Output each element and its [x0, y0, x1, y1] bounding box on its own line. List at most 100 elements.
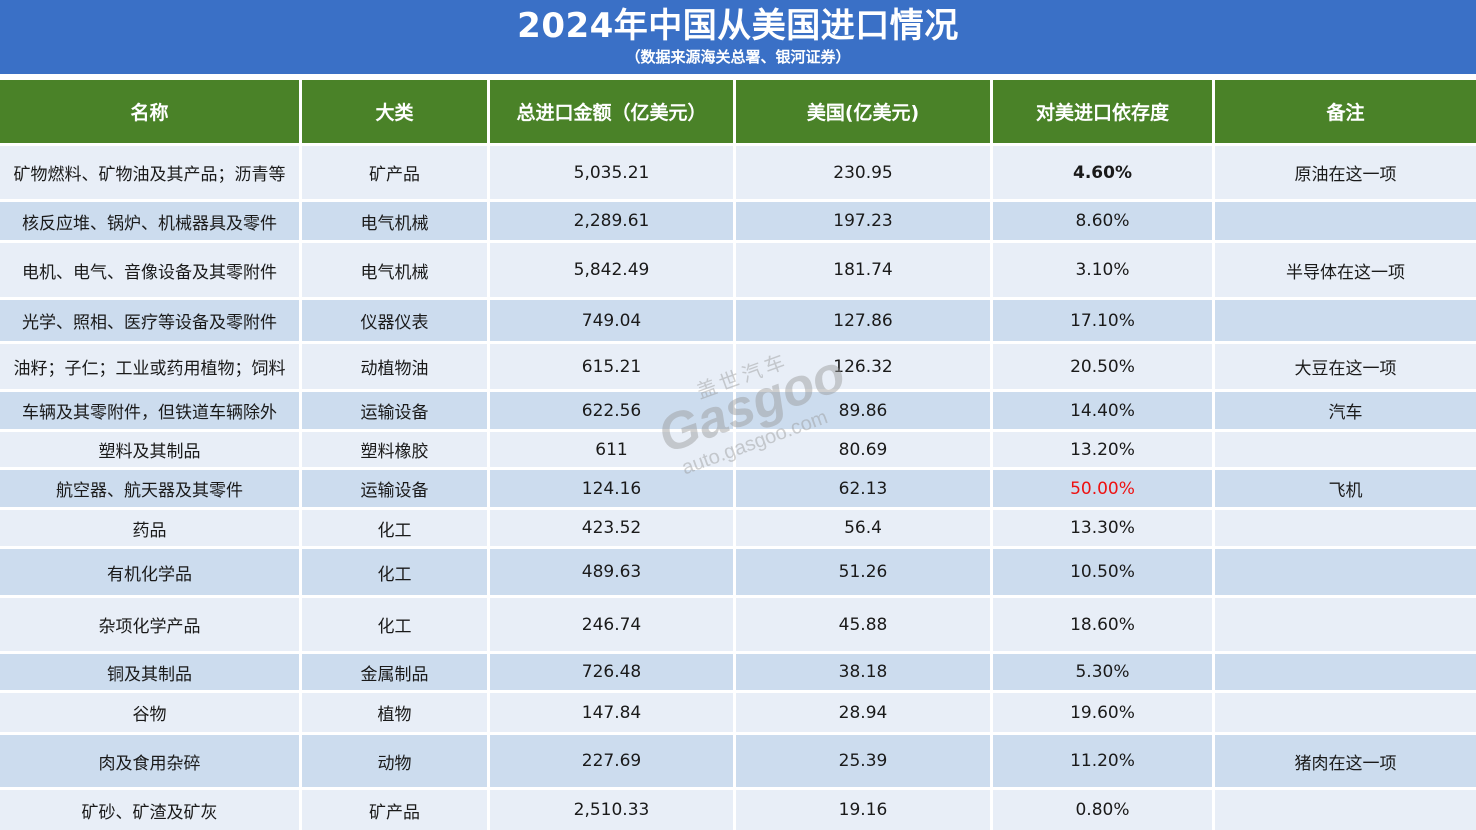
cell-dependency: 17.10%	[993, 300, 1212, 341]
cell-category: 动物	[302, 735, 487, 787]
table-row: 塑料及其制品 塑料橡胶 611 80.69 13.20%	[0, 432, 1476, 467]
cell-dependency: 5.30%	[993, 654, 1212, 690]
cell-name: 铜及其制品	[0, 654, 299, 690]
cell-us: 28.94	[736, 693, 990, 732]
cell-us: 19.16	[736, 790, 990, 830]
cell-name: 车辆及其零附件，但铁道车辆除外	[0, 392, 299, 429]
cell-category: 金属制品	[302, 654, 487, 690]
header-name: 名称	[0, 80, 299, 143]
cell-note	[1215, 654, 1476, 690]
cell-note: 大豆在这一项	[1215, 344, 1476, 389]
cell-total: 749.04	[490, 300, 733, 341]
cell-name: 矿物燃料、矿物油及其产品；沥青等	[0, 146, 299, 199]
cell-us: 56.4	[736, 510, 990, 546]
cell-note	[1215, 300, 1476, 341]
cell-dependency: 18.60%	[993, 598, 1212, 651]
cell-us: 127.86	[736, 300, 990, 341]
table-row: 航空器、航天器及其零件 运输设备 124.16 62.13 50.00% 飞机	[0, 470, 1476, 507]
cell-category: 矿产品	[302, 790, 487, 830]
cell-name: 药品	[0, 510, 299, 546]
cell-category: 仪器仪表	[302, 300, 487, 341]
cell-total: 147.84	[490, 693, 733, 732]
cell-note	[1215, 790, 1476, 830]
cell-total: 726.48	[490, 654, 733, 690]
cell-dependency: 0.80%	[993, 790, 1212, 830]
cell-name: 核反应堆、锅炉、机械器具及零件	[0, 202, 299, 240]
cell-dependency: 13.30%	[993, 510, 1212, 546]
cell-category: 矿产品	[302, 146, 487, 199]
cell-dependency: 8.60%	[993, 202, 1212, 240]
title-bar: 2024年中国从美国进口情况 （数据来源海关总署、银河证券）	[0, 0, 1476, 74]
cell-note	[1215, 432, 1476, 467]
table-row: 谷物 植物 147.84 28.94 19.60%	[0, 693, 1476, 732]
table-row: 光学、照相、医疗等设备及零附件 仪器仪表 749.04 127.86 17.10…	[0, 300, 1476, 341]
cell-dependency: 20.50%	[993, 344, 1212, 389]
cell-category: 化工	[302, 549, 487, 595]
cell-note: 猪肉在这一项	[1215, 735, 1476, 787]
header-total-import: 总进口金额（亿美元）	[490, 80, 733, 143]
cell-us: 181.74	[736, 243, 990, 297]
cell-note	[1215, 549, 1476, 595]
cell-total: 5,842.49	[490, 243, 733, 297]
cell-note	[1215, 693, 1476, 732]
cell-name: 矿砂、矿渣及矿灰	[0, 790, 299, 830]
cell-name: 光学、照相、医疗等设备及零附件	[0, 300, 299, 341]
cell-note	[1215, 510, 1476, 546]
cell-note	[1215, 598, 1476, 651]
header-dependency: 对美进口依存度	[993, 80, 1212, 143]
cell-us: 51.26	[736, 549, 990, 595]
cell-us: 197.23	[736, 202, 990, 240]
cell-note: 汽车	[1215, 392, 1476, 429]
cell-category: 动植物油	[302, 344, 487, 389]
table-row: 油籽；子仁；工业或药用植物；饲料 动植物油 615.21 126.32 20.5…	[0, 344, 1476, 389]
page-title: 2024年中国从美国进口情况	[517, 6, 959, 46]
cell-us: 45.88	[736, 598, 990, 651]
table-row: 肉及食用杂碎 动物 227.69 25.39 11.20% 猪肉在这一项	[0, 735, 1476, 787]
cell-us: 25.39	[736, 735, 990, 787]
cell-dependency: 11.20%	[993, 735, 1212, 787]
table-row: 有机化学品 化工 489.63 51.26 10.50%	[0, 549, 1476, 595]
table-header-row: 名称 大类 总进口金额（亿美元） 美国(亿美元) 对美进口依存度 备注	[0, 80, 1476, 143]
cell-note: 原油在这一项	[1215, 146, 1476, 199]
cell-dependency: 4.60%	[993, 146, 1212, 199]
cell-category: 化工	[302, 598, 487, 651]
cell-category: 塑料橡胶	[302, 432, 487, 467]
cell-total: 246.74	[490, 598, 733, 651]
cell-total: 611	[490, 432, 733, 467]
cell-us: 89.86	[736, 392, 990, 429]
table-row: 电机、电气、音像设备及其零附件 电气机械 5,842.49 181.74 3.1…	[0, 243, 1476, 297]
header-us-import: 美国(亿美元)	[736, 80, 990, 143]
cell-total: 423.52	[490, 510, 733, 546]
cell-total: 615.21	[490, 344, 733, 389]
table-row: 杂项化学产品 化工 246.74 45.88 18.60%	[0, 598, 1476, 651]
cell-name: 电机、电气、音像设备及其零附件	[0, 243, 299, 297]
table-row: 药品 化工 423.52 56.4 13.30%	[0, 510, 1476, 546]
cell-category: 运输设备	[302, 470, 487, 507]
cell-category: 电气机械	[302, 243, 487, 297]
cell-us: 38.18	[736, 654, 990, 690]
cell-total: 227.69	[490, 735, 733, 787]
table-row: 矿砂、矿渣及矿灰 矿产品 2,510.33 19.16 0.80%	[0, 790, 1476, 830]
cell-note	[1215, 202, 1476, 240]
cell-us: 80.69	[736, 432, 990, 467]
cell-name: 油籽；子仁；工业或药用植物；饲料	[0, 344, 299, 389]
cell-name: 谷物	[0, 693, 299, 732]
cell-dependency: 19.60%	[993, 693, 1212, 732]
cell-us: 62.13	[736, 470, 990, 507]
cell-us: 126.32	[736, 344, 990, 389]
cell-dependency: 10.50%	[993, 549, 1212, 595]
table-row: 矿物燃料、矿物油及其产品；沥青等 矿产品 5,035.21 230.95 4.6…	[0, 146, 1476, 199]
cell-dependency: 14.40%	[993, 392, 1212, 429]
cell-category: 化工	[302, 510, 487, 546]
cell-us: 230.95	[736, 146, 990, 199]
table-row: 车辆及其零附件，但铁道车辆除外 运输设备 622.56 89.86 14.40%…	[0, 392, 1476, 429]
cell-name: 杂项化学产品	[0, 598, 299, 651]
cell-total: 2,510.33	[490, 790, 733, 830]
cell-category: 植物	[302, 693, 487, 732]
cell-category: 运输设备	[302, 392, 487, 429]
cell-total: 5,035.21	[490, 146, 733, 199]
cell-name: 有机化学品	[0, 549, 299, 595]
table-row: 铜及其制品 金属制品 726.48 38.18 5.30%	[0, 654, 1476, 690]
table-row: 核反应堆、锅炉、机械器具及零件 电气机械 2,289.61 197.23 8.6…	[0, 202, 1476, 240]
header-note: 备注	[1215, 80, 1476, 143]
